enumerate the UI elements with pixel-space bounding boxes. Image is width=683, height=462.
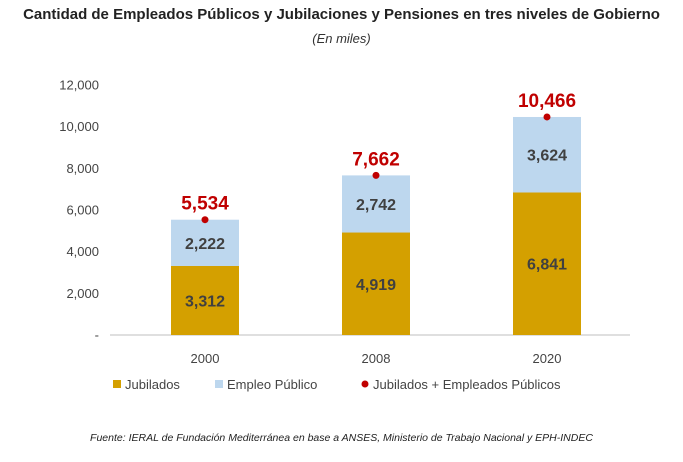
bar-jubilados <box>513 192 581 335</box>
y-tick-label: 2,000 <box>66 286 99 301</box>
chart-subtitle: (En miles) <box>312 31 371 46</box>
data-label-empleo-publico: 2,222 <box>185 236 225 253</box>
legend-jubilados-label: Jubilados <box>125 377 180 392</box>
data-label-jubilados: 4,919 <box>356 277 396 294</box>
legend-empleo-publico-swatch <box>215 380 223 388</box>
source-note: Fuente: IERAL de Fundación Mediterránea … <box>90 432 593 444</box>
y-tick-label: - <box>95 328 99 343</box>
x-tick-label: 2020 <box>533 351 562 366</box>
y-tick-label: 4,000 <box>66 244 99 259</box>
y-tick-label: 6,000 <box>66 203 99 218</box>
x-tick-label: 2008 <box>362 351 391 366</box>
data-label-empleo-publico: 2,742 <box>356 197 396 214</box>
chart-title: Cantidad de Empleados Públicos y Jubilac… <box>23 6 660 23</box>
stacked-bar-chart: - 2,000 4,000 6,000 8,000 10,000 12,000 3,312 2,… <box>59 78 630 392</box>
y-tick-label: 10,000 <box>59 119 99 134</box>
total-marker <box>372 171 380 179</box>
x-tick-label: 2000 <box>191 351 220 366</box>
y-tick-label: 8,000 <box>66 161 99 176</box>
legend-jubilados-swatch <box>113 380 121 388</box>
legend-total-swatch <box>361 380 369 388</box>
bar-jubilados <box>342 232 410 335</box>
data-label-jubilados: 3,312 <box>185 294 225 311</box>
bar-empleo-publico <box>171 219 239 266</box>
data-label-total: 10,466 <box>518 91 576 112</box>
data-label-jubilados: 6,841 <box>527 257 567 274</box>
data-label-empleo-publico: 3,624 <box>527 148 567 165</box>
total-marker <box>543 113 551 121</box>
total-marker <box>201 216 209 224</box>
y-tick-label: 12,000 <box>59 78 99 93</box>
bar-empleo-publico <box>513 116 581 193</box>
data-label-total: 7,662 <box>352 149 400 170</box>
legend-empleo-publico-label: Empleo Público <box>227 377 317 392</box>
bar-empleo-publico <box>342 175 410 233</box>
data-label-total: 5,534 <box>181 194 229 215</box>
bar-jubilados <box>171 266 239 335</box>
legend-total-label: Jubilados + Empleados Públicos <box>373 377 561 392</box>
